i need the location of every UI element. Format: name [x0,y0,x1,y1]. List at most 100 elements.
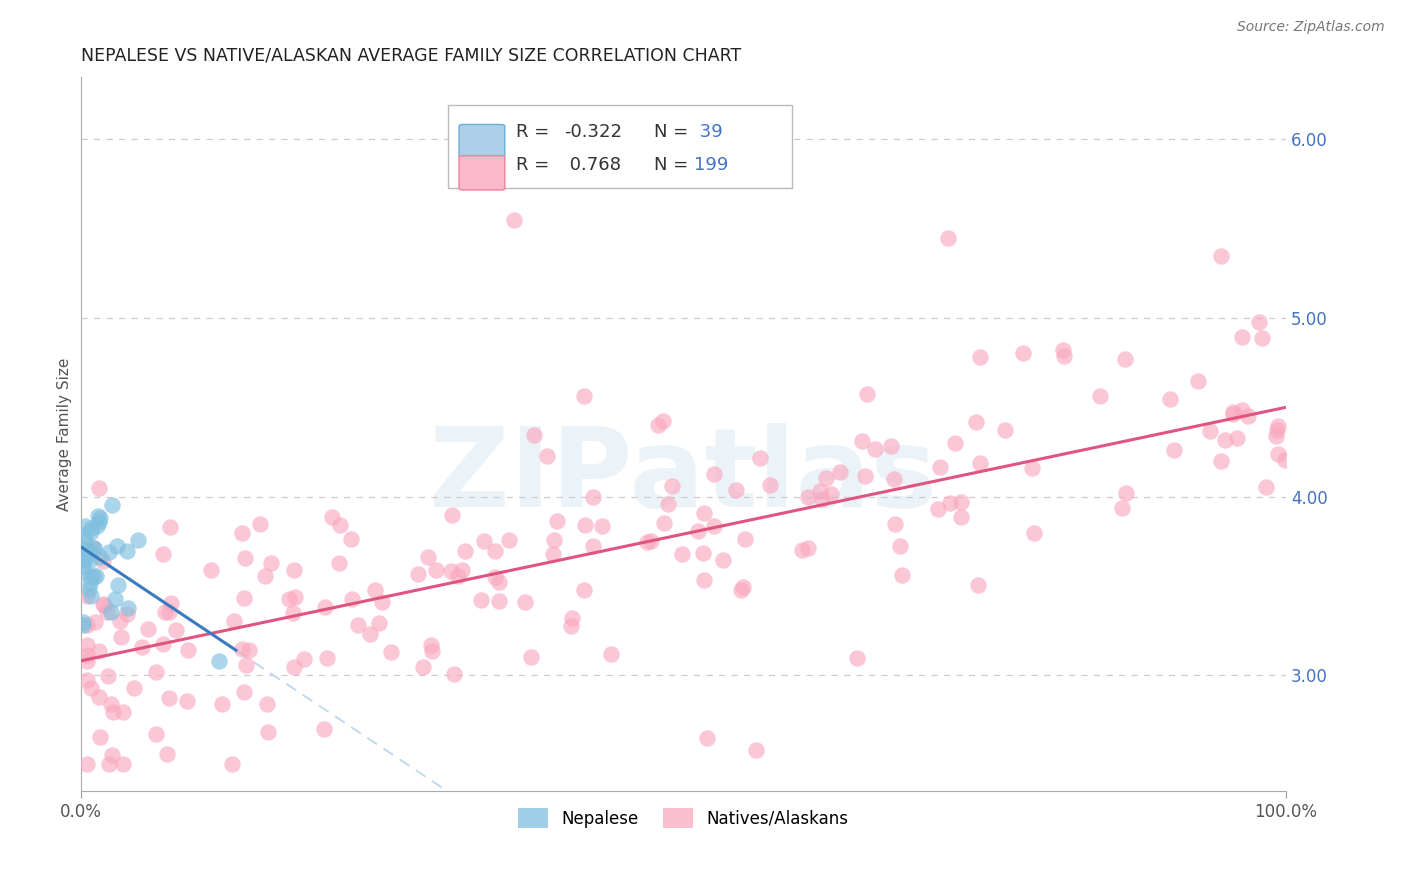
Point [703,467,725,482]
Point [796,541,818,556]
Point [1088,389,1111,403]
Point [112,757,135,772]
Point [76,648,98,663]
Point [157,691,180,706]
Point [72,618,94,632]
Point [79,554,101,568]
Point [165,624,187,638]
Point [1052,343,1074,358]
Point [863,442,886,456]
Point [1230,330,1253,344]
Point [541,547,564,561]
Point [91,598,114,612]
Point [364,582,387,597]
Point [321,510,343,524]
Point [1267,419,1289,434]
Point [238,642,260,657]
Point [96,605,118,619]
Text: 0.768: 0.768 [564,155,621,174]
Point [72,558,94,573]
Point [80,521,103,535]
Point [152,637,174,651]
Point [640,534,662,549]
Point [89,690,111,705]
Point [447,569,470,583]
Point [131,640,153,654]
Point [748,451,770,466]
Point [253,569,276,583]
Point [117,601,139,615]
Point [856,387,879,401]
Point [949,509,972,524]
Point [451,563,474,577]
Text: NEPALESE VS NATIVE/ALASKAN AVERAGE FAMILY SIZE CORRELATION CHART: NEPALESE VS NATIVE/ALASKAN AVERAGE FAMIL… [80,46,741,64]
Point [359,627,381,641]
Point [1111,501,1133,516]
Point [176,694,198,708]
Point [105,539,128,553]
Point [340,592,363,607]
Point [249,516,271,531]
Point [329,517,352,532]
Point [87,515,110,529]
Point [1211,249,1233,263]
Point [484,543,506,558]
Point [200,563,222,577]
Point [472,533,495,548]
Point [994,423,1017,437]
Point [814,471,837,485]
Point [572,389,595,403]
Point [101,705,124,719]
Point [108,615,131,629]
Point [543,533,565,547]
Point [89,511,111,525]
Point [87,644,110,658]
Point [693,574,716,588]
Point [1254,480,1277,494]
Point [1199,424,1222,438]
Point [97,669,120,683]
Point [83,541,105,556]
Point [101,748,124,763]
Point [440,564,463,578]
Point [969,351,991,365]
Point [208,654,231,668]
Point [938,230,960,244]
Point [582,539,605,553]
Point [72,615,94,629]
Point [127,533,149,548]
Point [70,542,93,557]
Point [231,642,253,657]
Point [156,747,179,761]
Point [83,541,105,556]
Point [176,642,198,657]
Point [97,757,120,772]
Point [1267,447,1289,461]
Point [111,705,134,719]
Point [222,614,245,628]
Point [652,516,675,530]
Point [734,533,756,547]
Point [693,507,716,521]
Point [314,599,336,614]
Point [1264,428,1286,442]
Point [441,508,464,522]
Point [703,519,725,533]
Text: ZIPatlas: ZIPatlas [429,424,938,531]
FancyBboxPatch shape [458,125,505,159]
Point [83,615,105,629]
Point [1265,423,1288,437]
Point [153,605,176,619]
Point [77,545,100,559]
Point [312,723,335,737]
Point [1159,392,1181,406]
Legend: Nepalese, Natives/Alaskans: Nepalese, Natives/Alaskans [512,802,855,834]
Point [73,550,96,565]
Point [80,524,103,539]
Point [853,469,876,483]
Point [232,685,254,699]
Point [503,212,526,227]
Point [380,645,402,659]
Point [811,492,834,507]
Point [692,546,714,560]
